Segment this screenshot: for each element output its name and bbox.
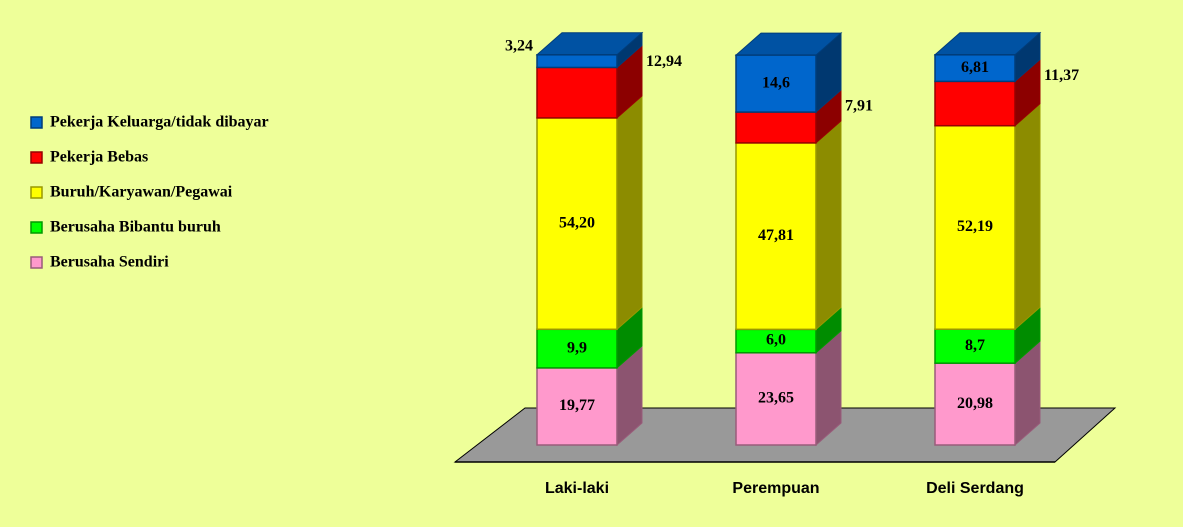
value-label: 20,98 bbox=[957, 395, 993, 412]
bar bbox=[934, 362, 1016, 446]
bar-side bbox=[616, 94, 643, 331]
value-label: 23,65 bbox=[758, 390, 794, 407]
legend-label: Buruh/Karyawan/Pegawai bbox=[50, 184, 233, 201]
bar bbox=[934, 54, 1016, 83]
bar bbox=[934, 124, 1016, 330]
value-label: 3,24 bbox=[505, 37, 533, 54]
bar bbox=[735, 54, 817, 113]
bar-side bbox=[1014, 102, 1041, 331]
legend-swatch bbox=[30, 116, 43, 129]
bar bbox=[735, 142, 817, 331]
value-label: 9,9 bbox=[567, 339, 587, 356]
value-label: 8,7 bbox=[965, 337, 985, 354]
bar bbox=[735, 111, 817, 144]
bar bbox=[735, 352, 817, 446]
x-tick-label: Laki-laki bbox=[545, 480, 609, 497]
legend-label: Pekerja Bebas bbox=[50, 149, 148, 166]
value-label: 11,37 bbox=[1044, 67, 1079, 84]
value-label: 14,6 bbox=[762, 74, 790, 91]
legend-swatch bbox=[30, 221, 43, 234]
bar bbox=[536, 66, 618, 119]
value-label: 6,81 bbox=[961, 59, 989, 76]
bar bbox=[934, 80, 1016, 127]
legend-swatch bbox=[30, 256, 43, 269]
value-label: 6,0 bbox=[766, 332, 786, 349]
bar bbox=[536, 117, 618, 331]
bar-side bbox=[815, 119, 842, 331]
value-label: 19,77 bbox=[559, 397, 595, 414]
value-label: 47,81 bbox=[758, 227, 794, 244]
bar bbox=[934, 328, 1016, 364]
x-tick-label: Perempuan bbox=[732, 480, 819, 497]
legend-swatch bbox=[30, 186, 43, 199]
value-label: 7,91 bbox=[845, 98, 873, 115]
legend-label: Berusaha Bibantu buruh bbox=[50, 219, 221, 236]
bar bbox=[536, 54, 618, 69]
legend-label: Pekerja Keluarga/tidak dibayar bbox=[50, 114, 269, 131]
x-tick-label: Deli Serdang bbox=[926, 480, 1024, 497]
value-label: 52,19 bbox=[957, 218, 993, 235]
value-label: 54,20 bbox=[559, 214, 595, 231]
value-label: 12,94 bbox=[646, 53, 682, 70]
legend-label: Berusaha Sendiri bbox=[50, 254, 169, 271]
legend-swatch bbox=[30, 151, 43, 164]
